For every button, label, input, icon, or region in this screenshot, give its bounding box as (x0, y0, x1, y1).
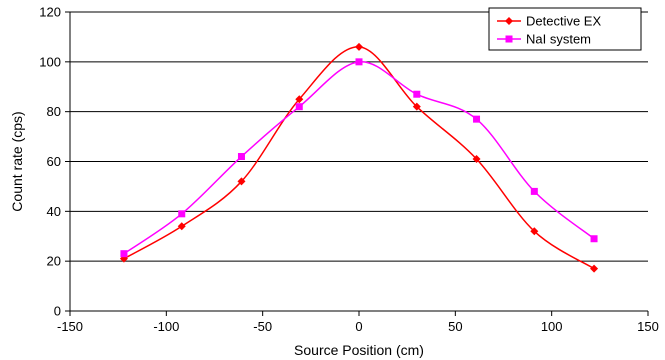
x-tick-label: -150 (57, 319, 83, 334)
data-point (472, 155, 481, 164)
y-tick-label: 80 (47, 104, 61, 119)
data-point (355, 42, 363, 51)
y-tick-label: 40 (47, 204, 61, 219)
y-tick-label: 100 (39, 54, 61, 69)
data-point (119, 254, 128, 263)
legend: Detective EX NaI system (488, 7, 642, 51)
series-group (119, 42, 599, 273)
legend-swatch-marker (505, 35, 513, 43)
x-axis-title: Source Position (cm) (294, 342, 424, 358)
data-point (413, 90, 421, 98)
x-tick-label: -50 (253, 319, 272, 334)
data-point (590, 235, 598, 243)
x-tick-label: 100 (541, 319, 563, 334)
data-point (295, 95, 304, 104)
legend-swatch-marker (505, 17, 513, 25)
x-tick-label: 0 (355, 319, 362, 334)
series-2 (120, 58, 598, 258)
x-tick-label: 150 (637, 319, 659, 334)
data-point (530, 227, 539, 236)
x-tick-label: -100 (153, 319, 179, 334)
x-tick-labels: -150 -100 -50 0 50 100 150 (57, 311, 659, 334)
y-axis-title: Count rate (cps) (9, 111, 25, 211)
data-point (120, 250, 128, 258)
data-point (590, 264, 599, 273)
data-point (177, 222, 186, 231)
data-point (237, 177, 246, 186)
data-point (237, 153, 245, 161)
legend-label: Detective EX (526, 14, 601, 29)
data-point (355, 58, 363, 66)
series-1 (119, 42, 599, 273)
y-tick-label: 20 (47, 254, 61, 269)
data-point (530, 187, 538, 195)
x-tick-label: 50 (448, 319, 462, 334)
data-point (295, 103, 303, 111)
legend-label: NaI system (526, 32, 591, 47)
series-line (123, 46, 595, 270)
y-tick-label: 120 (39, 5, 61, 20)
data-point (178, 210, 186, 218)
y-tick-label: 60 (47, 154, 61, 169)
y-tick-label: 0 (54, 304, 61, 319)
legend-box (488, 7, 642, 51)
y-tick-labels: 0 20 40 60 80 100 120 (39, 5, 70, 319)
data-point (412, 102, 421, 111)
data-point (473, 115, 481, 123)
series-line (123, 61, 595, 255)
